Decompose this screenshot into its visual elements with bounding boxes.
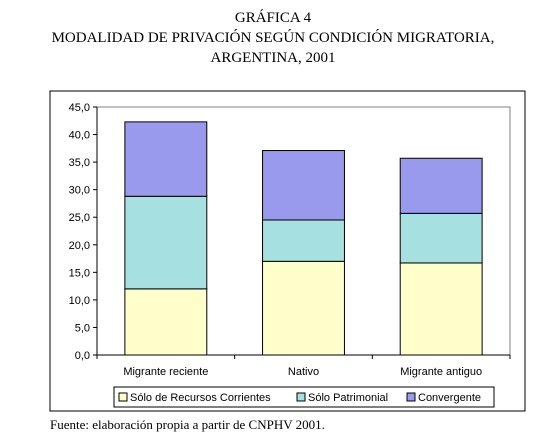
bar-segment bbox=[124, 121, 208, 197]
bar-segment bbox=[262, 260, 345, 356]
bars bbox=[124, 121, 483, 356]
y-tick-label: 0,0 bbox=[75, 350, 90, 362]
y-tick-label: 20,0 bbox=[69, 240, 90, 252]
bar-segment bbox=[262, 150, 345, 221]
y-tick-label: 40,0 bbox=[69, 130, 90, 142]
x-tick-label: Migrante antiguo bbox=[400, 366, 482, 378]
y-tick-label: 25,0 bbox=[69, 212, 90, 224]
y-tick-label: 15,0 bbox=[69, 267, 90, 279]
y-tick-label: 5,0 bbox=[75, 322, 90, 334]
legend-swatch bbox=[406, 392, 416, 402]
y-tick-label: 35,0 bbox=[69, 157, 90, 169]
x-tick-label: Nativo bbox=[288, 366, 319, 378]
legend: Sólo de Recursos Corrientes Sólo Patrimon… bbox=[113, 386, 495, 408]
source-note: Fuente: elaboración propia a partir de C… bbox=[50, 417, 325, 432]
x-tick-label: Migrante reciente bbox=[123, 366, 208, 378]
bar-segment bbox=[124, 195, 208, 290]
y-axis: 0,0 5,0 10,0 15,0 20,0 25,0 30,0 35,0 40,0 45,0 bbox=[69, 102, 98, 362]
y-tick-label: 45,0 bbox=[69, 102, 90, 114]
bar-segment bbox=[262, 219, 345, 262]
chart-title-line-2: ARGENTINA, 2001 bbox=[210, 50, 336, 66]
chart-title-block: GRÁFICA 4 MODALIDAD DE PRIVACIÓN SEGÚN C… bbox=[0, 8, 546, 68]
bar-segment bbox=[399, 157, 483, 214]
legend-label: Convergente bbox=[418, 392, 481, 404]
bar-segment bbox=[124, 288, 208, 356]
bar-segment bbox=[399, 262, 483, 356]
bar-segment bbox=[399, 212, 483, 264]
chart-title-line-1: MODALIDAD DE PRIVACIÓN SEGÚN CONDICIÓN M… bbox=[51, 30, 495, 46]
legend-swatch bbox=[296, 392, 306, 402]
legend-label: Sólo Patrimonial bbox=[308, 392, 388, 404]
y-tick-label: 10,0 bbox=[69, 295, 90, 307]
legend-swatch bbox=[118, 392, 128, 402]
chart-label: GRÁFICA 4 bbox=[234, 10, 312, 26]
legend-label: Sólo de Recursos Corrientes bbox=[130, 392, 271, 404]
y-tick-label: 30,0 bbox=[69, 185, 90, 197]
